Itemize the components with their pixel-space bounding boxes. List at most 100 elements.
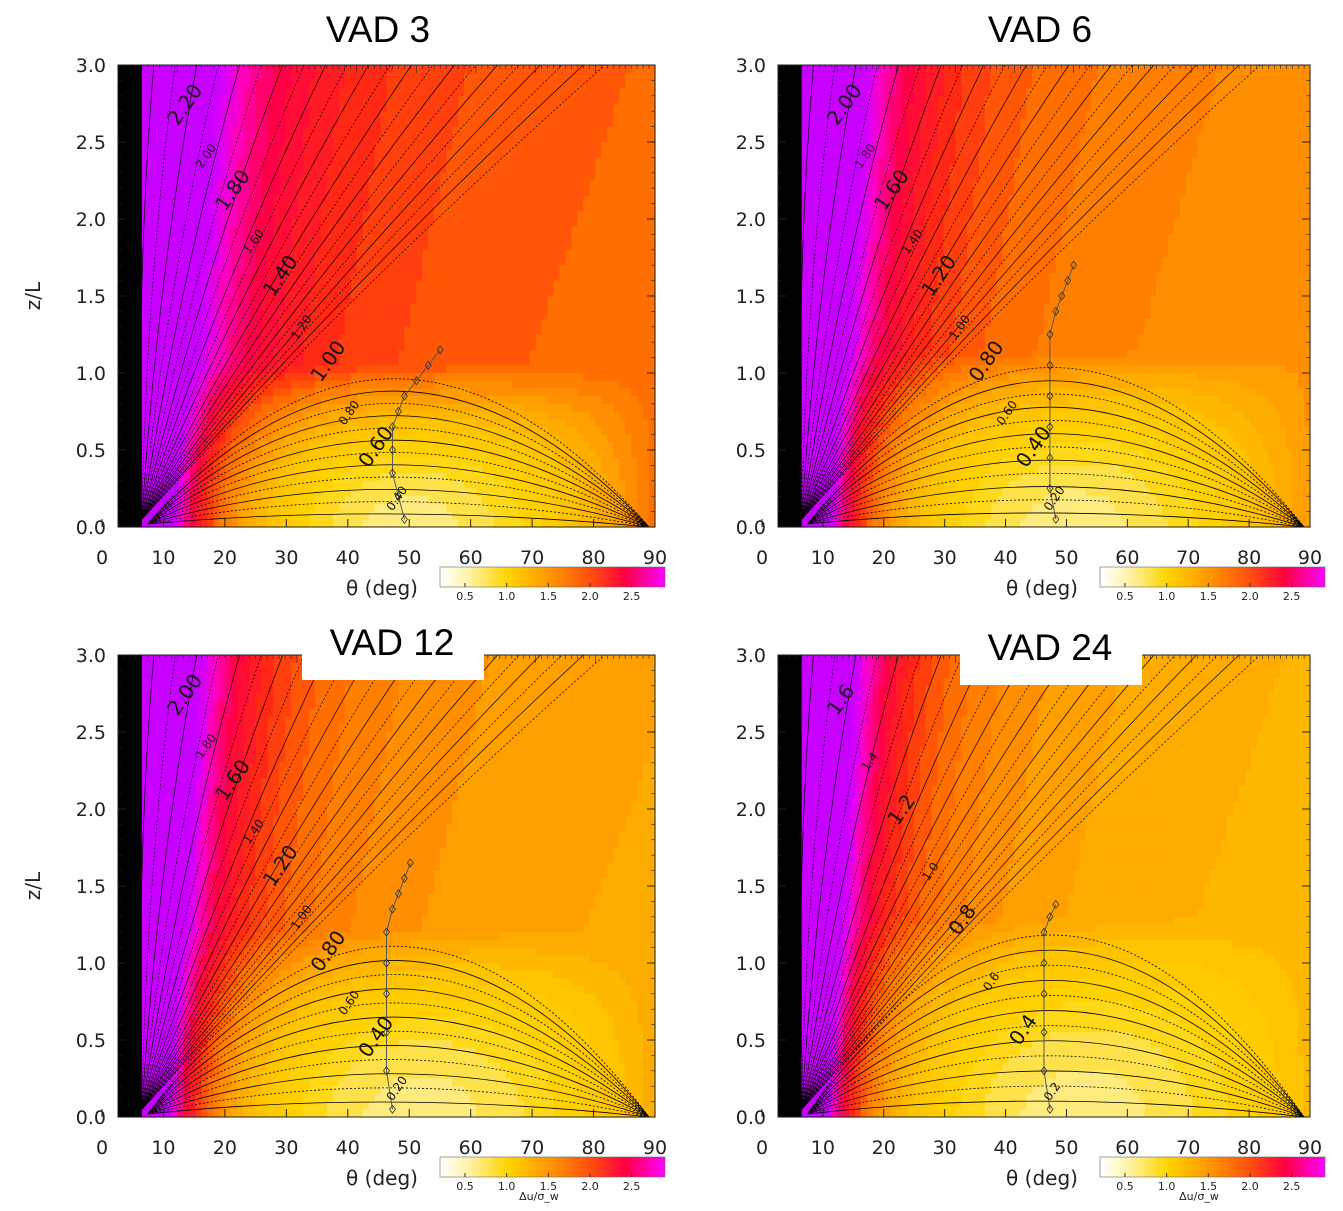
- x-tick-label: 90: [1298, 1137, 1322, 1159]
- y-tick-label: 1.0: [736, 953, 766, 975]
- contour-lines: [799, 64, 1305, 528]
- colorbar-tick-label: 2.5: [1283, 590, 1301, 603]
- minimum-line: [1040, 899, 1060, 1114]
- x-tick-label: 50: [397, 547, 421, 569]
- x-tick-label: 70: [520, 547, 544, 569]
- y-axis: 0.0 0.5 1.0 1.5 2.0 2.5 3.0: [736, 55, 1310, 539]
- x-axis: 0 10 20 30 40 50 60 70 80 90: [756, 655, 1322, 1159]
- y-tick-label: 2.5: [736, 132, 766, 154]
- panel-1: 2.202.001.801.601.401.201.000.800.600.40…: [21, 9, 667, 603]
- x-tick-label: 0: [756, 547, 768, 569]
- y-tick-label: 3.0: [736, 645, 766, 667]
- panel-title: VAD 3: [326, 9, 430, 50]
- colorbar-tick-label: 1.0: [1158, 1180, 1176, 1193]
- y-tick-label: 2.0: [736, 799, 766, 821]
- y-tick-label: 0.0: [76, 517, 106, 539]
- x-tick-label: 10: [811, 547, 835, 569]
- x-tick-label: 20: [213, 1137, 237, 1159]
- minimum-marker: [1064, 275, 1072, 286]
- colorbar: 0.5 1.0 1.5 2.0 2.5 Δu/σ_w: [439, 1156, 666, 1203]
- y-axis-label: z/L: [21, 281, 45, 310]
- x-tick-label: 70: [1176, 1137, 1200, 1159]
- colorbar-tick-label: 0.5: [1116, 590, 1134, 603]
- minimum-marker: [1046, 329, 1054, 340]
- y-tick-label: 2.5: [736, 722, 766, 744]
- minimum-line: [383, 858, 414, 1114]
- contour-lines: [799, 654, 1305, 1118]
- panel-title: VAD 12: [330, 622, 455, 663]
- minimum-marker: [1046, 422, 1054, 432]
- contour-lines: [140, 654, 650, 1118]
- y-tick-label: 2.0: [76, 799, 106, 821]
- minimum-marker: [394, 889, 402, 899]
- x-tick-label: 60: [1115, 547, 1139, 569]
- title-box: [302, 622, 484, 680]
- minimum-marker: [388, 904, 396, 914]
- colorbar-tick-label: 0.5: [1116, 1180, 1134, 1193]
- contour-fill: [778, 655, 1311, 1118]
- colorbar-tick-label: 2.0: [1241, 1180, 1259, 1193]
- y-tick-label: 2.0: [76, 209, 106, 231]
- colorbar-tick-label: 0.5: [456, 1180, 474, 1193]
- x-axis-label: θ (deg): [1006, 576, 1078, 600]
- y-tick-label: 1.5: [76, 876, 106, 898]
- y-tick-label: 3.0: [76, 55, 106, 77]
- panel-4: 1.61.41.21.00.80.60.40.20.00.51.01.52.02…: [736, 627, 1326, 1203]
- colorbar-tick-label: 2.0: [581, 1180, 599, 1193]
- y-tick-label: 1.0: [76, 953, 106, 975]
- x-tick-label: 0: [756, 1137, 768, 1159]
- y-axis: 0.0 0.5 1.0 1.5 2.0 2.5 3.0: [76, 645, 655, 1129]
- minimum-marker: [1040, 958, 1048, 968]
- x-tick-label: 40: [336, 1137, 360, 1159]
- colorbar-tick-label: 2.0: [581, 590, 599, 603]
- x-tick-label: 20: [872, 547, 896, 569]
- x-tick-label: 10: [151, 1137, 175, 1159]
- minimum-marker: [383, 1066, 390, 1076]
- x-tick-label: 40: [993, 547, 1017, 569]
- minimum-line: [388, 345, 444, 524]
- y-tick-label: 0.5: [76, 440, 106, 462]
- x-axis: 0 10 20 30 40 50 60 70 80 90: [96, 65, 667, 569]
- minimum-marker: [388, 445, 396, 455]
- y-tick-label: 0.5: [736, 440, 766, 462]
- x-tick-label: 40: [993, 1137, 1017, 1159]
- x-tick-label: 60: [459, 547, 483, 569]
- minimum-marker: [400, 514, 408, 524]
- y-tick-label: 0.5: [736, 1030, 766, 1052]
- x-tick-label: 10: [811, 1137, 835, 1159]
- minimum-marker: [388, 1104, 396, 1114]
- x-tick-label: 50: [1054, 1137, 1078, 1159]
- panel-3: 2.001.801.601.401.201.000.800.600.400.20…: [21, 622, 667, 1203]
- y-tick-label: 2.5: [76, 722, 106, 744]
- colorbar-tick-label: 1.0: [498, 590, 516, 603]
- x-axis: 0 10 20 30 40 50 60 70 80 90: [96, 655, 667, 1159]
- y-tick-label: 1.5: [76, 286, 106, 308]
- panel-title: VAD 24: [988, 627, 1113, 668]
- colorbar-tick-label: 1.0: [1158, 590, 1176, 603]
- x-axis-label: θ (deg): [346, 1166, 418, 1190]
- y-tick-label: 2.0: [736, 209, 766, 231]
- y-axis: 0.0 0.5 1.0 1.5 2.0 2.5 3.0: [736, 645, 1310, 1129]
- colorbar-tick-label: 1.5: [1200, 1180, 1218, 1193]
- dense-contour-band: [118, 65, 142, 527]
- colorbar-tick-label: 1.5: [1200, 590, 1218, 603]
- x-tick-label: 80: [581, 1137, 605, 1159]
- y-axis: 0.0 0.5 1.0 1.5 2.0 2.5 3.0: [76, 55, 655, 539]
- x-tick-label: 30: [274, 547, 298, 569]
- colorbar-tick-label: 0.5: [456, 590, 474, 603]
- contour-fill: [778, 65, 1311, 528]
- y-tick-label: 1.5: [736, 876, 766, 898]
- minimum-marker: [1040, 1027, 1048, 1037]
- colorbar-tick-label: 1.5: [540, 1180, 558, 1193]
- y-tick-label: 0.0: [736, 517, 766, 539]
- minimum-marker: [1052, 514, 1060, 524]
- colorbar-label: Δu/σ_w: [1179, 1190, 1219, 1203]
- minimum-marker: [383, 989, 390, 999]
- x-tick-label: 90: [643, 1137, 667, 1159]
- minimum-marker: [394, 491, 402, 501]
- minimum-marker: [383, 958, 390, 968]
- minimum-marker: [424, 360, 432, 370]
- x-tick-label: 90: [1298, 547, 1322, 569]
- x-tick-label: 70: [1176, 547, 1200, 569]
